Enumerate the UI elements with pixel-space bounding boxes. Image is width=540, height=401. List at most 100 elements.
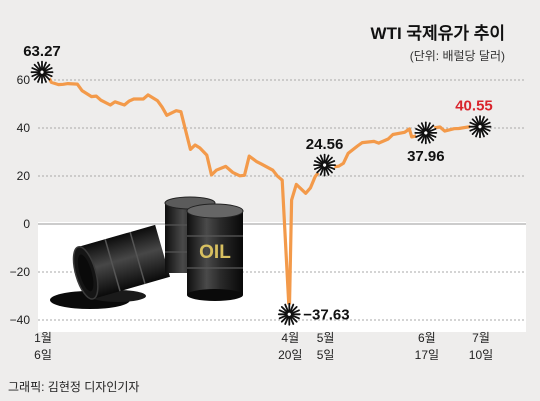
data-label-4: 40.55	[455, 98, 493, 115]
front-barrel: OIL	[186, 203, 244, 301]
marker-ray	[481, 121, 491, 127]
marker-1: −37.63	[277, 302, 350, 326]
marker-ray	[43, 67, 53, 73]
marker-ray	[313, 160, 324, 166]
x-tick-label-2-1: 5일	[317, 348, 335, 362]
marker-0: 63.27	[23, 43, 61, 84]
marker-ray	[33, 73, 42, 81]
y-tick-label-20: 20	[17, 169, 31, 183]
marker-ray	[33, 63, 42, 72]
marker-ray	[42, 61, 47, 71]
marker-ray	[319, 154, 325, 164]
marker-ray	[417, 133, 426, 142]
marker-ray	[37, 61, 42, 71]
marker-ray	[325, 165, 333, 174]
x-tick-label-1-1: 20일	[278, 348, 302, 362]
marker-ray	[37, 73, 42, 83]
x-tick-label-3-1: 17일	[415, 348, 439, 362]
marker-ray	[313, 165, 324, 171]
marker-ray	[480, 118, 489, 126]
marker-ray	[415, 127, 425, 133]
marker-ray	[289, 315, 295, 325]
x-tick-label-0-1: 6일	[34, 348, 52, 362]
x-tick-label-4-0: 7월	[472, 331, 490, 345]
marker-ray	[289, 303, 295, 313]
marker-ray	[426, 133, 435, 142]
marker-ray	[420, 122, 426, 132]
marker-ray	[475, 128, 480, 138]
marker-ray	[426, 124, 435, 133]
marker-ray	[284, 315, 290, 325]
marker-ray	[325, 165, 336, 171]
data-label-1: −37.63	[303, 306, 349, 323]
marker-ray	[316, 156, 324, 165]
x-tick-label-0-0: 1월	[34, 331, 52, 345]
marker-ray	[325, 156, 333, 165]
marker-ray	[420, 134, 426, 144]
marker-ray	[319, 166, 325, 176]
marker-ray	[42, 73, 47, 83]
marker-ray	[480, 127, 489, 136]
y-tick-label-40: 40	[17, 121, 31, 135]
y-tick-label--40: −40	[10, 313, 31, 327]
x-tick-label-3-0: 6월	[418, 331, 436, 345]
y-axis: 60 40 20 0 −20 −40	[10, 73, 31, 327]
credit-text: 그래픽: 김현정 디자인기자	[8, 380, 139, 394]
marker-ray	[481, 126, 491, 132]
marker-ray	[284, 303, 290, 313]
marker-ray	[31, 72, 41, 78]
marker-ray	[280, 305, 289, 314]
marker-ray	[280, 315, 289, 323]
marker-ray	[471, 127, 480, 136]
marker-4: 40.55	[455, 98, 493, 139]
lying-barrel	[72, 224, 171, 300]
marker-ray	[480, 116, 485, 126]
series-line-0	[40, 70, 482, 316]
barrel-oil-label: OIL	[199, 242, 231, 263]
marker-ray	[469, 126, 479, 132]
marker-ray	[290, 309, 300, 315]
marker-ray	[480, 128, 485, 138]
marker-ray	[42, 63, 51, 72]
marker-ray	[316, 165, 324, 174]
marker-ray	[324, 154, 330, 164]
x-tick-label-2-0: 5월	[317, 331, 335, 345]
marker-ray	[290, 305, 298, 314]
data-label-0: 63.27	[23, 43, 61, 60]
data-label-2: 24.56	[306, 136, 344, 153]
marker-2: 24.56	[306, 136, 344, 177]
marker-ray	[324, 166, 330, 176]
marker-ray	[278, 309, 288, 315]
marker-ray	[43, 72, 53, 78]
x-axis: 1월 6일 4월 20일 5월 5일 6월 17일 7월 10일	[34, 331, 493, 362]
marker-ray	[415, 132, 425, 138]
marker-ray	[427, 132, 437, 138]
marker-ray	[427, 127, 437, 133]
marker-ray	[417, 124, 426, 133]
oil-barrels-illustration: OIL	[50, 196, 244, 309]
marker-ray	[471, 118, 480, 126]
marker-ray	[31, 67, 41, 73]
data-label-3: 37.96	[407, 148, 445, 165]
series-layer	[40, 70, 482, 316]
chart-title: WTI 국제유가 추이	[371, 24, 505, 43]
y-tick-label-0: 0	[23, 217, 30, 231]
chart-subtitle: (단위: 배럴당 달러)	[410, 49, 505, 63]
marker-ray	[425, 122, 431, 132]
marker-ray	[278, 314, 288, 320]
marker-ray	[425, 134, 431, 144]
marker-ray	[42, 73, 51, 81]
marker-3: 37.96	[407, 121, 445, 165]
y-tick-label--20: −20	[10, 265, 31, 279]
marker-ray	[469, 121, 479, 127]
marker-ray	[325, 160, 336, 166]
marker-ray	[290, 315, 298, 323]
marker-ray	[475, 116, 480, 126]
y-tick-label-60: 60	[17, 73, 31, 87]
markers-layer: 63.27 −37.63 24.56 37.96 40.55	[23, 43, 493, 326]
x-tick-label-4-1: 10일	[469, 348, 493, 362]
marker-ray	[290, 314, 300, 320]
x-tick-label-1-0: 4월	[281, 331, 299, 345]
